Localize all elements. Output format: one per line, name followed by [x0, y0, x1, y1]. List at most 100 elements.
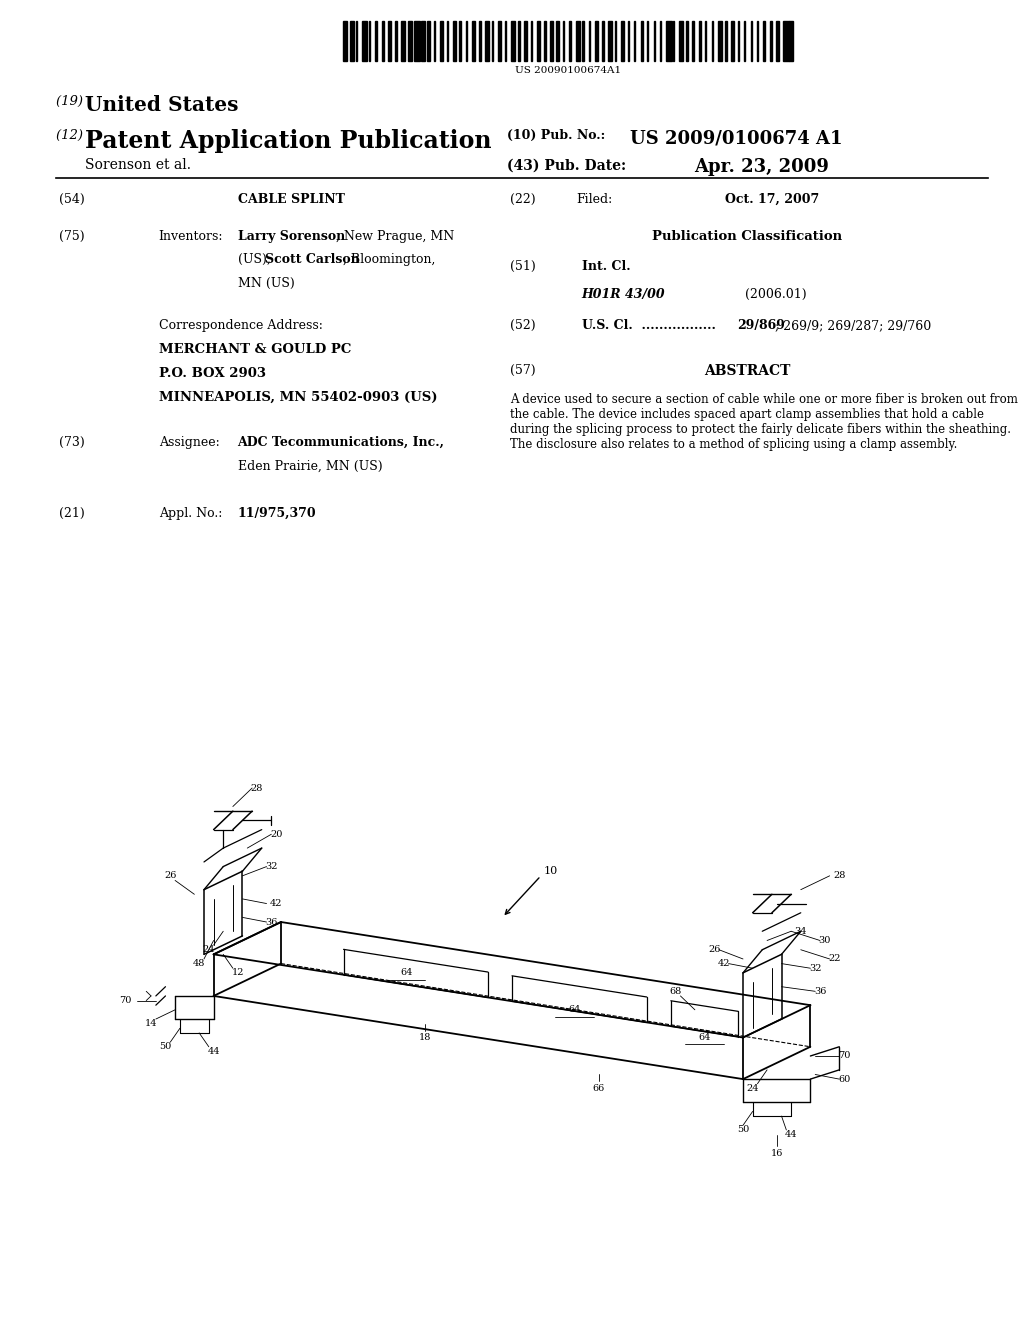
Text: 50: 50 [737, 1126, 750, 1134]
Text: Correspondence Address:: Correspondence Address: [159, 319, 323, 333]
Bar [679, 21, 683, 61]
Bar [466, 21, 467, 61]
Bar [505, 21, 506, 61]
Text: 42: 42 [270, 899, 283, 908]
Bar [731, 21, 733, 61]
Bar [622, 21, 624, 61]
Bar [776, 21, 779, 61]
Bar [595, 21, 598, 61]
Text: 34: 34 [795, 927, 807, 936]
Text: (12): (12) [56, 129, 88, 143]
Text: 48: 48 [193, 960, 206, 968]
Bar [499, 21, 501, 61]
Text: 32: 32 [809, 964, 821, 973]
Text: Oct. 17, 2007: Oct. 17, 2007 [725, 193, 819, 206]
Bar [667, 21, 672, 61]
Bar [382, 21, 384, 61]
Text: Int. Cl.: Int. Cl. [582, 260, 630, 273]
Text: United States: United States [85, 95, 239, 115]
Text: 22: 22 [828, 954, 841, 964]
Bar [421, 21, 425, 61]
Bar [537, 21, 540, 61]
Text: 36: 36 [814, 987, 826, 995]
Text: Scott Carlson: Scott Carlson [265, 253, 360, 267]
Text: U.S. Cl.  .................: U.S. Cl. ................. [582, 319, 716, 333]
Bar [764, 21, 765, 61]
Text: (US);: (US); [238, 253, 274, 267]
Bar [706, 21, 707, 61]
Bar [686, 21, 688, 61]
Text: 18: 18 [419, 1034, 431, 1041]
Bar [783, 21, 788, 61]
Text: MERCHANT & GOULD PC: MERCHANT & GOULD PC [159, 343, 351, 356]
Text: ; 269/9; 269/287; 29/760: ; 269/9; 269/287; 29/760 [775, 319, 932, 333]
Bar [614, 21, 615, 61]
Bar [737, 21, 739, 61]
Text: Sorenson et al.: Sorenson et al. [85, 158, 191, 173]
Bar [692, 21, 693, 61]
Text: , Bloomington,: , Bloomington, [343, 253, 435, 267]
Text: 28: 28 [251, 784, 263, 792]
Text: CABLE SPLINT: CABLE SPLINT [238, 193, 344, 206]
Text: Publication Classification: Publication Classification [652, 230, 843, 243]
Text: Patent Application Publication: Patent Application Publication [85, 129, 492, 153]
Text: 64: 64 [568, 1006, 581, 1014]
Bar [718, 21, 722, 61]
Text: ABSTRACT: ABSTRACT [705, 364, 791, 379]
Text: (54): (54) [59, 193, 85, 206]
Bar [440, 21, 442, 61]
Bar [628, 21, 629, 61]
Text: Appl. No.:: Appl. No.: [159, 507, 222, 520]
Text: 14: 14 [144, 1019, 158, 1028]
Bar [751, 21, 752, 61]
Text: H01R 43/00: H01R 43/00 [582, 288, 666, 301]
Bar [770, 21, 772, 61]
Bar [647, 21, 648, 61]
Bar [356, 21, 357, 61]
Text: 64: 64 [698, 1034, 711, 1041]
Text: Apr. 23, 2009: Apr. 23, 2009 [694, 158, 829, 177]
Bar [608, 21, 612, 61]
Text: (75): (75) [59, 230, 85, 243]
Text: (21): (21) [59, 507, 85, 520]
Text: 29/869: 29/869 [737, 319, 785, 333]
Bar [433, 21, 435, 61]
Bar [575, 21, 580, 61]
Bar [414, 21, 420, 61]
Bar [634, 21, 635, 61]
Text: 26: 26 [708, 945, 720, 954]
Text: 44: 44 [784, 1130, 798, 1139]
Bar [349, 21, 353, 61]
Text: 16: 16 [770, 1148, 783, 1158]
Bar [479, 21, 481, 61]
Text: 32: 32 [265, 862, 278, 871]
Text: ADC Tecommunications, Inc.,: ADC Tecommunications, Inc., [238, 436, 444, 449]
Bar [369, 21, 370, 61]
Bar [757, 21, 758, 61]
Text: 26: 26 [164, 871, 176, 880]
Text: (73): (73) [59, 436, 85, 449]
Text: Inventors:: Inventors: [159, 230, 223, 243]
Bar [602, 21, 604, 61]
Bar [641, 21, 643, 61]
Bar [544, 21, 546, 61]
Bar [376, 21, 377, 61]
Text: 50: 50 [160, 1043, 172, 1051]
Bar [446, 21, 447, 61]
Text: (43) Pub. Date:: (43) Pub. Date: [507, 158, 626, 173]
Text: 12: 12 [231, 969, 244, 977]
Text: 11/975,370: 11/975,370 [238, 507, 316, 520]
Bar [569, 21, 570, 61]
Text: 64: 64 [400, 969, 413, 977]
Text: 66: 66 [593, 1084, 605, 1093]
Bar [472, 21, 475, 61]
Text: A device used to secure a section of cable while one or more fiber is broken out: A device used to secure a section of cab… [510, 393, 1018, 451]
Bar [343, 21, 347, 61]
Bar [550, 21, 553, 61]
Bar [518, 21, 520, 61]
Text: 36: 36 [265, 917, 278, 927]
Bar [790, 21, 794, 61]
Bar [485, 21, 489, 61]
Bar [563, 21, 564, 61]
Bar [524, 21, 526, 61]
